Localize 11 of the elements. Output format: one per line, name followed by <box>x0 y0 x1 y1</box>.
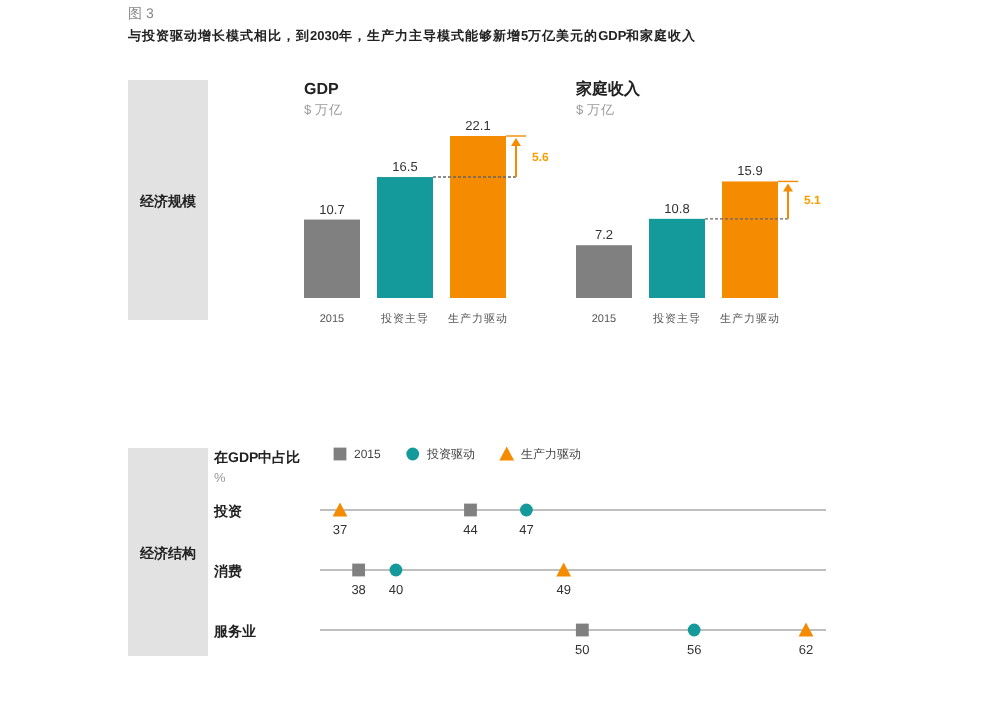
point <box>389 563 403 577</box>
point <box>464 503 477 517</box>
point <box>798 622 814 637</box>
point <box>575 623 589 637</box>
chart-title: GDP <box>304 80 340 98</box>
point <box>556 562 572 577</box>
point <box>332 502 348 517</box>
point <box>687 623 701 637</box>
point <box>520 503 533 517</box>
chart-title: 家庭收入 <box>574 78 642 98</box>
point <box>352 563 366 577</box>
